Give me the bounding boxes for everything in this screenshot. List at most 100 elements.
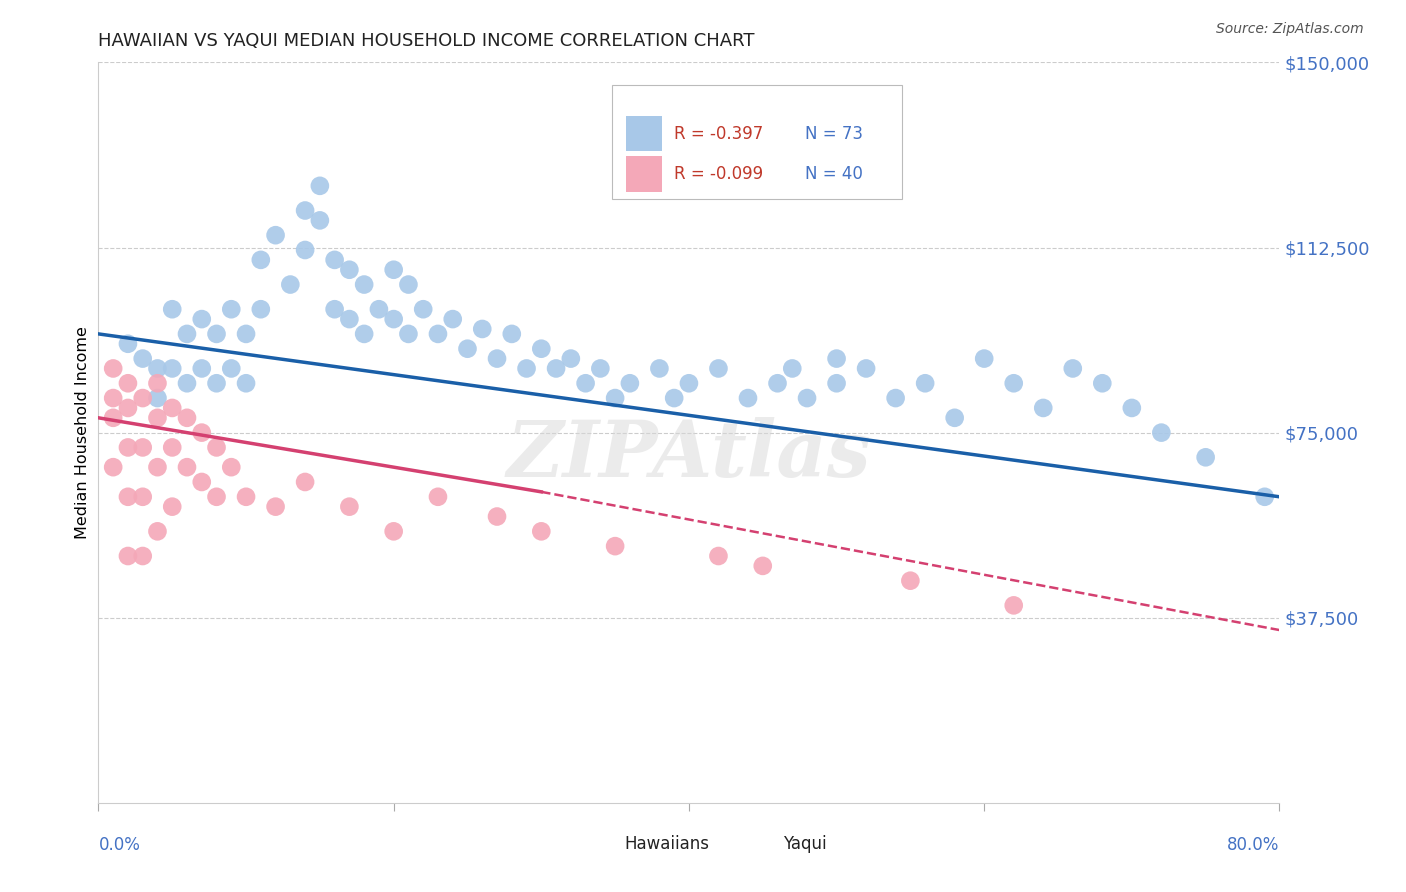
Text: N = 40: N = 40 [804,165,862,183]
Point [132,549,155,563]
Point [471,322,494,336]
Point [103,391,125,405]
Point [398,277,420,292]
Point [457,342,479,356]
Point [132,391,155,405]
Point [250,252,273,267]
Point [619,376,641,391]
Point [530,524,553,539]
Point [162,441,183,455]
Point [339,312,361,326]
Point [664,391,686,405]
Point [235,376,257,391]
Point [900,574,922,588]
Point [235,490,257,504]
Point [382,262,405,277]
Point [323,252,346,267]
Point [398,326,420,341]
Point [264,500,287,514]
Point [1121,401,1143,415]
Point [280,277,302,292]
Point [530,342,553,356]
Point [368,302,391,317]
Point [294,475,316,489]
Point [546,361,568,376]
FancyBboxPatch shape [582,827,616,851]
Point [605,391,627,405]
FancyBboxPatch shape [742,827,775,851]
Point [117,549,139,563]
Point [176,410,198,425]
Point [737,391,759,405]
Point [1091,376,1114,391]
Point [264,228,287,243]
Point [575,376,598,391]
Point [441,312,464,326]
Point [162,500,183,514]
Text: Source: ZipAtlas.com: Source: ZipAtlas.com [1216,22,1364,37]
Point [1150,425,1173,440]
Point [605,539,627,553]
Text: N = 73: N = 73 [804,125,863,143]
Point [117,490,139,504]
Text: ZIPAtlas: ZIPAtlas [506,417,872,493]
Text: Yaqui: Yaqui [783,835,827,853]
Point [648,361,671,376]
Point [132,490,155,504]
Point [382,312,405,326]
Point [146,361,169,376]
Point [221,361,243,376]
Point [176,460,198,475]
Text: R = -0.397: R = -0.397 [673,125,763,143]
Point [117,336,139,351]
Point [103,410,125,425]
Point [1002,599,1025,613]
Point [323,302,346,317]
Point [943,410,966,425]
Point [146,391,169,405]
FancyBboxPatch shape [626,156,662,192]
Text: Hawaiians: Hawaiians [624,835,709,853]
Point [427,490,450,504]
Point [162,401,183,415]
Point [353,277,375,292]
Point [501,326,523,341]
Point [427,326,450,341]
Point [309,178,332,193]
Point [146,376,169,391]
Point [412,302,434,317]
Text: R = -0.099: R = -0.099 [673,165,762,183]
Point [973,351,995,366]
Point [914,376,936,391]
Point [855,361,877,376]
Point [191,312,214,326]
Text: HAWAIIAN VS YAQUI MEDIAN HOUSEHOLD INCOME CORRELATION CHART: HAWAIIAN VS YAQUI MEDIAN HOUSEHOLD INCOM… [98,32,755,50]
Point [825,351,848,366]
Y-axis label: Median Household Income: Median Household Income [75,326,90,539]
Point [309,213,332,227]
Point [782,361,804,376]
Point [884,391,907,405]
Point [339,500,361,514]
Point [205,376,228,391]
Point [162,361,183,376]
Point [103,361,125,376]
Point [766,376,789,391]
Point [191,361,214,376]
Point [486,509,509,524]
Point [191,475,214,489]
Point [221,460,243,475]
Point [103,460,125,475]
Point [205,490,228,504]
Point [117,441,139,455]
Point [235,326,257,341]
Point [1062,361,1084,376]
Point [132,441,155,455]
Point [191,425,214,440]
FancyBboxPatch shape [626,116,662,152]
Point [117,376,139,391]
Point [1002,376,1025,391]
Point [250,302,273,317]
Point [294,243,316,257]
Point [294,203,316,218]
